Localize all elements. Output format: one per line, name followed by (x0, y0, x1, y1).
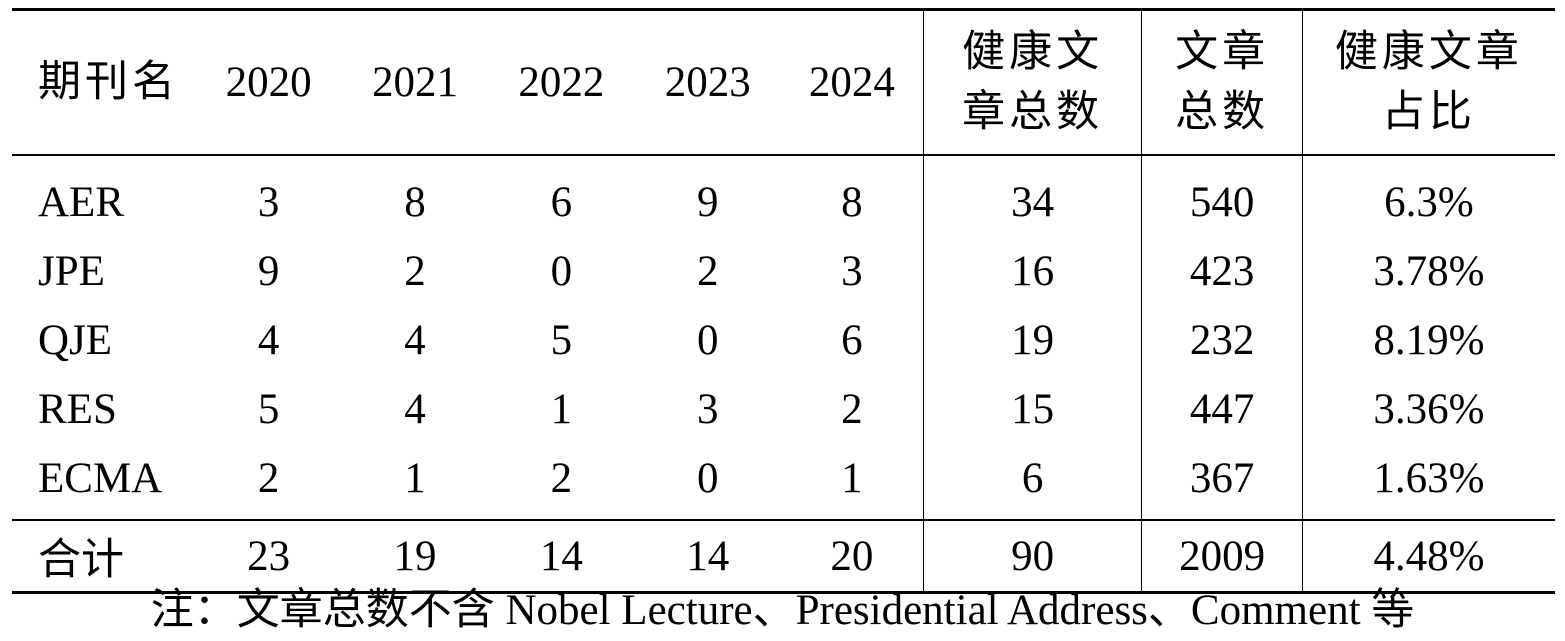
year-count-cell: 4 (404, 317, 426, 364)
table-row: AER 3 8 6 9 8 34 540 6.3% (12, 155, 1555, 237)
year-count-cell: 0 (550, 248, 573, 295)
health-total-cell: 15 (922, 375, 1142, 444)
header-year-2023: 2023 (664, 58, 751, 106)
year-count-cell: 2 (550, 455, 573, 502)
header-health-ratio-line1: 健康文章 (1334, 28, 1523, 76)
year-count-cell: 4 (257, 317, 280, 364)
journal-name-cell: ECMA (38, 455, 163, 502)
year-count-cell: 2 (697, 248, 719, 295)
health-total-cell: 19 (922, 306, 1142, 375)
year-count-cell: 1 (550, 386, 573, 433)
year-count-cell: 6 (550, 179, 573, 226)
year-count-cell: 2 (257, 455, 280, 502)
year-count-cell: 1 (404, 455, 426, 502)
table-row: ECMA 2 1 2 0 1 6 367 1.63% (12, 444, 1555, 520)
year-count-cell: 5 (550, 317, 573, 364)
total-health-cell: 90 (922, 520, 1142, 593)
table-footnote: 注：文章总数不含 Nobel Lecture、Presidential Addr… (150, 587, 1415, 634)
total-year-cell: 20 (830, 532, 874, 580)
header-health-total: 健康文 章总数 (922, 9, 1142, 155)
header-health-ratio-line2: 占比 (1381, 88, 1476, 136)
article-total-cell: 423 (1141, 237, 1303, 306)
header-year-2024: 2024 (808, 58, 895, 106)
total-year-cell: 14 (686, 532, 730, 580)
table-row: QJE 4 4 5 0 6 19 232 8.19% (12, 306, 1555, 375)
health-ratio-cell: 3.78% (1301, 237, 1555, 306)
health-ratio-cell: 3.36% (1301, 375, 1555, 444)
journal-name-cell: QJE (38, 317, 113, 364)
journal-name-cell: AER (38, 179, 124, 226)
total-ratio-cell: 4.48% (1301, 520, 1555, 593)
header-health-total-line1: 健康文 (962, 28, 1104, 76)
year-count-cell: 9 (697, 179, 719, 226)
health-total-cell: 34 (922, 155, 1142, 237)
health-ratio-cell: 1.63% (1301, 444, 1555, 520)
year-count-cell: 5 (257, 386, 280, 433)
total-row: 合计 23 19 14 14 20 90 2009 4.48% (12, 520, 1555, 593)
header-year-2020: 2020 (225, 58, 312, 106)
journal-health-table: 期刊名 2020 2021 2022 2023 2024 健康文 章总数 文章 … (12, 8, 1555, 594)
total-year-cell: 14 (539, 532, 583, 580)
journal-name-cell: JPE (38, 248, 105, 295)
total-article-cell: 2009 (1141, 520, 1303, 593)
article-total-cell: 232 (1141, 306, 1303, 375)
journal-name-cell: RES (38, 386, 117, 433)
year-count-cell: 0 (697, 317, 719, 364)
year-count-cell: 3 (697, 386, 719, 433)
year-count-cell: 2 (841, 386, 863, 433)
year-count-cell: 3 (257, 179, 280, 226)
header-article-total-line1: 文章 (1175, 28, 1270, 76)
header-year-2021: 2021 (372, 58, 459, 106)
year-count-cell: 8 (841, 179, 863, 226)
total-year-cell: 23 (247, 532, 291, 580)
year-count-cell: 8 (404, 179, 426, 226)
health-ratio-cell: 8.19% (1301, 306, 1555, 375)
header-health-total-line2: 章总数 (962, 88, 1104, 136)
year-count-cell: 0 (697, 455, 719, 502)
year-count-cell: 1 (841, 455, 863, 502)
year-count-cell: 3 (841, 248, 863, 295)
header-article-total: 文章 总数 (1141, 9, 1303, 155)
header-health-ratio: 健康文章 占比 (1301, 9, 1555, 155)
article-total-cell: 447 (1141, 375, 1303, 444)
article-total-cell: 367 (1141, 444, 1303, 520)
header-journal-name: 期刊名 (38, 58, 179, 106)
header-row: 期刊名 2020 2021 2022 2023 2024 健康文 章总数 文章 … (12, 9, 1555, 155)
header-year-2022: 2022 (518, 58, 605, 106)
year-count-cell: 2 (404, 248, 426, 295)
header-article-total-line2: 总数 (1175, 88, 1270, 136)
health-total-cell: 6 (922, 444, 1142, 520)
journal-health-table-wrap: 期刊名 2020 2021 2022 2023 2024 健康文 章总数 文章 … (12, 8, 1555, 594)
health-total-cell: 16 (922, 237, 1142, 306)
year-count-cell: 6 (841, 317, 863, 364)
total-year-cell: 19 (393, 532, 437, 580)
year-count-cell: 4 (404, 386, 426, 433)
total-label-cell: 合计 (38, 537, 124, 584)
year-count-cell: 9 (257, 248, 280, 295)
table-row: JPE 9 2 0 2 3 16 423 3.78% (12, 237, 1555, 306)
article-total-cell: 540 (1141, 155, 1303, 237)
health-ratio-cell: 6.3% (1301, 155, 1555, 237)
table-row: RES 5 4 1 3 2 15 447 3.36% (12, 375, 1555, 444)
